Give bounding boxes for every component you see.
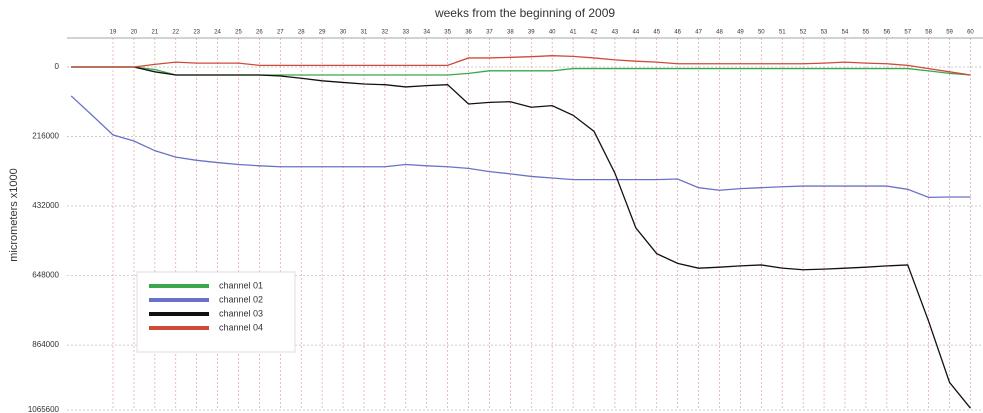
- x-tick-label: 30: [340, 30, 347, 36]
- x-tick-label: 40: [549, 30, 556, 36]
- x-tick-label: 32: [382, 30, 389, 36]
- x-tick-label: 38: [507, 30, 514, 36]
- legend-label: channel 01: [219, 280, 263, 290]
- y-axis-label: micrometers x1000: [8, 168, 20, 262]
- x-tick-label: 24: [214, 30, 221, 36]
- data-line: [71, 66, 971, 409]
- x-tick-label: 25: [235, 30, 242, 36]
- x-tick-label: 41: [570, 30, 577, 36]
- y-tick-label: 1065600: [28, 405, 60, 413]
- x-tick-label: 51: [779, 30, 786, 36]
- x-tick-label: 53: [821, 30, 828, 36]
- data-line: [71, 55, 971, 76]
- y-tick-label: 648000: [32, 271, 59, 280]
- x-tick-label: 29: [319, 30, 326, 36]
- x-tick-label: 52: [800, 30, 807, 36]
- y-tick-label: 0: [55, 62, 60, 71]
- x-tick-label: 58: [925, 30, 932, 36]
- data-line: [70, 95, 971, 198]
- x-tick-label: 33: [402, 30, 409, 36]
- x-tick-label: 20: [131, 30, 138, 36]
- x-tick-label: 36: [465, 30, 472, 36]
- x-tick-label: 57: [904, 30, 911, 36]
- y-tick-label: 432000: [32, 201, 59, 210]
- x-tick-label: 54: [842, 30, 849, 36]
- chart-title: weeks from the beginning of 2009: [434, 6, 615, 20]
- x-tick-label: 39: [528, 30, 535, 36]
- y-tick-label: 216000: [32, 132, 59, 141]
- x-tick-label: 44: [632, 30, 639, 36]
- x-tick-label: 46: [674, 30, 681, 36]
- data-line: [71, 66, 971, 76]
- x-tick-label: 34: [423, 30, 430, 36]
- legend-label: channel 03: [219, 308, 263, 318]
- x-tick-label: 48: [716, 30, 723, 36]
- x-tick-label: 23: [193, 30, 200, 36]
- x-tick-label: 22: [172, 30, 179, 36]
- x-tick-label: 42: [591, 30, 598, 36]
- x-tick-label: 43: [612, 30, 619, 36]
- x-tick-label: 35: [444, 30, 451, 36]
- legend-label: channel 02: [219, 294, 263, 304]
- x-tick-label: 19: [110, 30, 117, 36]
- x-tick-label: 21: [151, 30, 158, 36]
- legend-label: channel 04: [219, 322, 263, 332]
- x-tick-label: 59: [946, 30, 953, 36]
- x-tick-label: 49: [737, 30, 744, 36]
- x-tick-label: 60: [967, 30, 974, 36]
- x-tick-label: 50: [758, 30, 765, 36]
- x-tick-label: 28: [298, 30, 305, 36]
- x-tick-label: 26: [256, 30, 263, 36]
- x-tick-label: 37: [486, 30, 493, 36]
- x-tick-label: 45: [653, 30, 660, 36]
- x-tick-label: 31: [361, 30, 368, 36]
- x-tick-label: 27: [277, 30, 284, 36]
- y-tick-label: 864000: [32, 340, 59, 349]
- x-tick-label: 47: [695, 30, 702, 36]
- x-tick-label: 55: [863, 30, 870, 36]
- x-tick-label: 56: [883, 30, 890, 36]
